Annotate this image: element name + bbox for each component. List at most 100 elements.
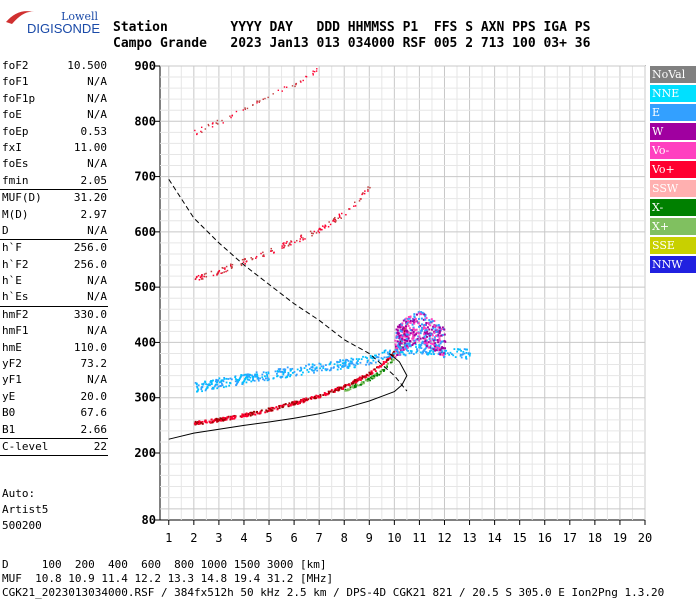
echo-point <box>310 366 313 369</box>
echo-point <box>412 327 415 330</box>
echo-point <box>425 339 428 342</box>
echo-point <box>372 359 375 362</box>
echo-point <box>407 324 410 327</box>
echo-point <box>218 418 221 421</box>
echo-point <box>431 338 434 341</box>
echo-point <box>417 335 420 338</box>
echo-point <box>433 348 436 351</box>
echo-point <box>241 382 244 385</box>
echo-point <box>463 352 466 355</box>
echo-point <box>432 350 435 353</box>
echo-point <box>386 351 389 354</box>
echo-point <box>207 123 210 126</box>
x-tick-label: 1 <box>165 531 172 545</box>
echo-point <box>386 366 389 368</box>
echo-point <box>429 350 432 353</box>
echo-point <box>328 369 331 372</box>
echo-point <box>232 415 235 418</box>
echo-point <box>298 401 301 404</box>
footer-distance-row: D 100 200 400 600 800 1000 1500 3000 [km… <box>2 558 327 571</box>
echo-point <box>246 107 249 110</box>
echo-point <box>328 221 330 223</box>
echo-point <box>337 366 340 369</box>
echo-point <box>434 349 437 352</box>
echo-point <box>315 232 318 234</box>
echo-point <box>235 383 238 386</box>
echo-point <box>438 332 441 335</box>
echo-point <box>398 353 401 356</box>
echo-point <box>315 366 318 369</box>
echo-point <box>397 352 400 355</box>
echo-point <box>381 351 384 354</box>
echo-point <box>431 343 434 346</box>
plot-frame <box>159 65 646 521</box>
echo-point <box>371 357 374 360</box>
echo-point <box>404 331 407 334</box>
echo-point <box>449 351 452 354</box>
auto-label: Auto: <box>2 487 36 500</box>
echo-point <box>253 379 256 382</box>
echo-point <box>341 212 343 215</box>
echo-point <box>362 192 364 194</box>
echo-point <box>428 338 431 341</box>
echo-point <box>337 217 340 220</box>
echo-point <box>367 190 369 192</box>
echo-point <box>259 412 262 415</box>
echo-point <box>411 333 414 336</box>
echo-point <box>388 351 391 353</box>
echo-point <box>249 412 252 415</box>
echo-point <box>266 375 269 377</box>
echo-point <box>246 378 249 381</box>
echo-point <box>353 205 355 207</box>
echo-point <box>435 347 438 350</box>
param-value: 11.00 <box>73 140 107 154</box>
echo-point <box>278 406 281 409</box>
echo-point <box>374 370 377 373</box>
echo-point <box>255 371 258 374</box>
echo-point <box>431 334 434 337</box>
echo-point <box>281 375 284 378</box>
legend-item-e: E <box>650 104 696 121</box>
echo-point <box>194 422 197 425</box>
echo-point <box>400 347 403 350</box>
echo-point <box>225 418 228 421</box>
param-label: h`E <box>2 274 22 288</box>
echo-point <box>289 403 292 406</box>
echo-point <box>227 378 230 380</box>
echo-point <box>459 348 461 351</box>
echo-point <box>277 368 280 371</box>
echo-point <box>421 323 424 326</box>
echo-point <box>276 372 278 375</box>
echo-point <box>405 322 408 325</box>
echo-point <box>333 390 336 393</box>
echo-point <box>254 413 257 416</box>
chart-echoes <box>193 68 471 426</box>
echo-point <box>420 312 423 315</box>
echo-point <box>438 335 441 338</box>
echo-point <box>380 357 383 359</box>
echo-point <box>373 375 375 378</box>
echo-point <box>276 374 279 377</box>
echo-point <box>362 355 364 358</box>
echo-point <box>339 359 342 361</box>
echo-point <box>403 339 406 342</box>
echo-point <box>283 86 286 88</box>
param-label: foF1p <box>2 91 36 105</box>
param-value: 2.05 <box>80 173 108 187</box>
echo-point <box>411 331 414 334</box>
echo-point <box>268 408 271 411</box>
echo-point <box>294 85 296 88</box>
echo-point <box>196 275 198 278</box>
echo-point <box>204 421 207 424</box>
param-value: 0.53 <box>80 124 108 138</box>
echo-point <box>205 275 208 278</box>
echo-point <box>454 356 457 358</box>
echo-point <box>396 335 399 338</box>
echo-point <box>251 375 254 378</box>
echo-point <box>249 411 252 414</box>
echo-point <box>433 331 436 334</box>
param-label: yE <box>2 389 16 403</box>
param-label: hmF1 <box>2 324 29 338</box>
echo-point <box>407 333 410 336</box>
echo-point <box>252 412 255 415</box>
